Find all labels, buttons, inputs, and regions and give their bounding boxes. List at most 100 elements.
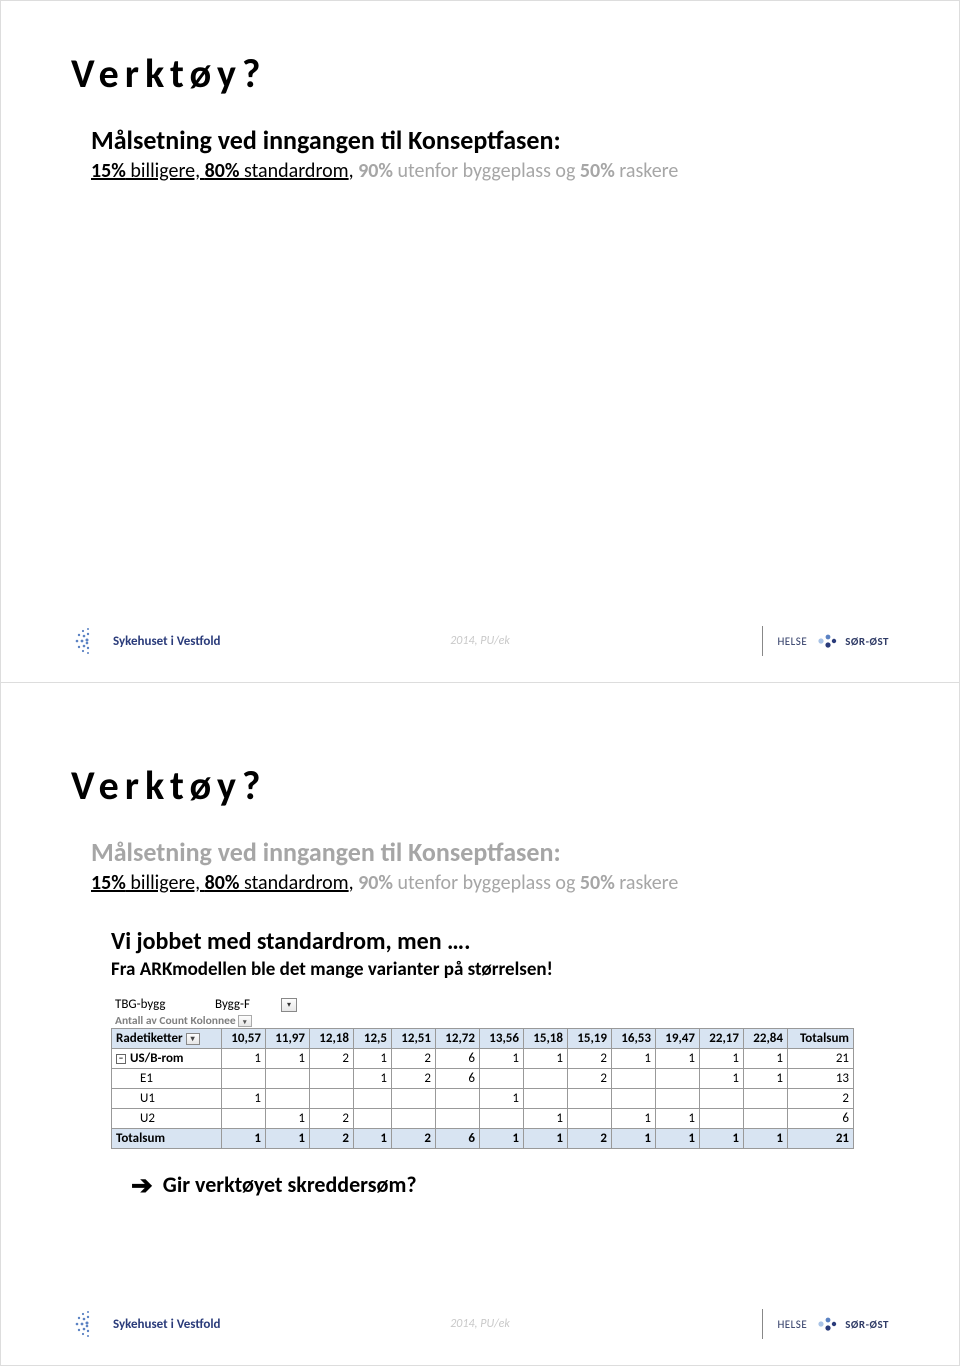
pivot-row-label: E1 bbox=[112, 1069, 222, 1089]
logo-helse: HELSE SØR-ØST bbox=[762, 626, 889, 656]
pivot-cell: 2 bbox=[392, 1069, 436, 1089]
logo-helse-icon bbox=[815, 1313, 837, 1335]
pivot-row-filter-icon[interactable]: ▾ bbox=[186, 1033, 200, 1045]
pivot-table-container: TBG-bygg Bygg-F ▾ Antall av Count Kolonn… bbox=[111, 995, 849, 1149]
pivot-cell: 21 bbox=[788, 1049, 854, 1069]
pivot-cell bbox=[266, 1069, 310, 1089]
pivot-total-cell: 1 bbox=[266, 1129, 310, 1149]
pivot-cell bbox=[392, 1089, 436, 1109]
logo-sykehuset: Sykehuset i Vestfold bbox=[71, 1307, 221, 1341]
slide1-title: Verktøy? bbox=[71, 49, 889, 98]
logo-sykehuset-icon bbox=[71, 1307, 105, 1341]
pivot-cell: 1 bbox=[612, 1109, 656, 1129]
pivot-total-cell: 1 bbox=[744, 1129, 788, 1149]
pivot-cell: 1 bbox=[354, 1069, 392, 1089]
pivot-filter-label: TBG-bygg bbox=[111, 995, 211, 1014]
pivot-col-total: Totalsum bbox=[788, 1029, 854, 1049]
pivot-cell bbox=[436, 1089, 480, 1109]
pivot-cell: 1 bbox=[480, 1089, 524, 1109]
goal-p4-pct: 50% bbox=[580, 159, 615, 183]
pivot-cell: 1 bbox=[700, 1069, 744, 1089]
pivot-cell: 1 bbox=[744, 1069, 788, 1089]
pivot-col-header: 22,17 bbox=[700, 1029, 744, 1049]
pivot-cell bbox=[354, 1109, 392, 1129]
pivot-cell bbox=[700, 1109, 744, 1129]
pivot-cell bbox=[612, 1089, 656, 1109]
slide1-subheading: Målsetning ved inngangen til Konseptfase… bbox=[91, 124, 889, 156]
goal-p3-pct: 90% bbox=[358, 159, 393, 183]
pivot-cell bbox=[656, 1069, 700, 1089]
pivot-total-cell: 1 bbox=[354, 1129, 392, 1149]
footer-center: 2014, PU/ek bbox=[450, 634, 510, 648]
logo-helse-text1: HELSE bbox=[777, 635, 807, 648]
pivot-cell: 1 bbox=[524, 1049, 568, 1069]
logo-sykehuset-text: Sykehuset i Vestfold bbox=[113, 1317, 221, 1332]
slide2-callout-text: Gir verktøyet skreddersøm? bbox=[163, 1171, 417, 1198]
pivot-total-cell: 1 bbox=[700, 1129, 744, 1149]
pivot-cell bbox=[568, 1109, 612, 1129]
logo-sykehuset: Sykehuset i Vestfold bbox=[71, 624, 221, 658]
pivot-row-label: U1 bbox=[112, 1089, 222, 1109]
pivot-cell: 1 bbox=[266, 1109, 310, 1129]
pivot-cell: 2 bbox=[568, 1069, 612, 1089]
pivot-total-cell: 1 bbox=[612, 1129, 656, 1149]
slide2-subheading: Målsetning ved inngangen til Konseptfase… bbox=[91, 836, 889, 868]
pivot-cell: 6 bbox=[436, 1069, 480, 1089]
pivot-col-header: 13,56 bbox=[480, 1029, 524, 1049]
pivot-cell: 1 bbox=[480, 1049, 524, 1069]
pivot-cell bbox=[310, 1069, 354, 1089]
pivot-row-header[interactable]: Radetiketter▾ bbox=[112, 1029, 222, 1049]
pivot-cell bbox=[436, 1109, 480, 1129]
slide1-footer: Sykehuset i Vestfold 2014, PU/ek HELSE S… bbox=[1, 624, 959, 658]
pivot-table: Radetiketter▾10,5711,9712,1812,512,5112,… bbox=[111, 1028, 854, 1149]
goal2-p1-pct: 15% bbox=[91, 871, 126, 895]
pivot-cell bbox=[656, 1089, 700, 1109]
pivot-col-header: 11,97 bbox=[266, 1029, 310, 1049]
pivot-cell: 1 bbox=[354, 1049, 392, 1069]
pivot-cell: 6 bbox=[436, 1049, 480, 1069]
pivot-cell bbox=[354, 1089, 392, 1109]
pivot-filter-dropdown-icon[interactable]: ▾ bbox=[281, 998, 297, 1012]
goal2-p3-txt: utenfor byggeplass og bbox=[393, 871, 580, 895]
pivot-cell bbox=[480, 1069, 524, 1089]
pivot-col-header: 12,72 bbox=[436, 1029, 480, 1049]
pivot-col-header: 12,51 bbox=[392, 1029, 436, 1049]
pivot-total-cell: 6 bbox=[436, 1129, 480, 1149]
goal2-p2-txt: standardrom bbox=[239, 871, 348, 895]
pivot-cell bbox=[700, 1089, 744, 1109]
pivot-col-header: 15,19 bbox=[568, 1029, 612, 1049]
pivot-cell: 2 bbox=[310, 1109, 354, 1129]
pivot-cell bbox=[524, 1069, 568, 1089]
goal2-p2-pct: 80% bbox=[205, 871, 240, 895]
pivot-cell: 2 bbox=[310, 1049, 354, 1069]
pivot-cell bbox=[744, 1089, 788, 1109]
logo-helse: HELSE SØR-ØST bbox=[762, 1309, 889, 1339]
pivot-column-dropdown-icon[interactable]: ▾ bbox=[238, 1015, 252, 1027]
pivot-col-header: 19,47 bbox=[656, 1029, 700, 1049]
pivot-cell bbox=[392, 1109, 436, 1129]
pivot-col-header: 15,18 bbox=[524, 1029, 568, 1049]
pivot-cell bbox=[480, 1109, 524, 1129]
pivot-cell bbox=[222, 1069, 266, 1089]
goal2-p4-pct: 50% bbox=[580, 871, 615, 895]
slide2-line2: Fra ARKmodellen ble det mange varianter … bbox=[111, 958, 889, 981]
pivot-count-label-row: Antall av Count Kolonnee ▾ bbox=[111, 1014, 849, 1028]
goal-p2-txt: standardrom bbox=[239, 159, 348, 183]
pivot-cell: 2 bbox=[392, 1049, 436, 1069]
pivot-cell: 1 bbox=[222, 1089, 266, 1109]
slide2-title: Verktøy? bbox=[71, 761, 889, 810]
pivot-cell: 2 bbox=[788, 1089, 854, 1109]
pivot-row-label[interactable]: −US/B-rom bbox=[112, 1049, 222, 1069]
pivot-cell: 1 bbox=[524, 1109, 568, 1129]
goal-p3-txt: utenfor byggeplass og bbox=[393, 159, 580, 183]
slide-1: Verktøy? Målsetning ved inngangen til Ko… bbox=[0, 0, 960, 683]
collapse-icon[interactable]: − bbox=[116, 1054, 126, 1064]
pivot-total-cell: 1 bbox=[524, 1129, 568, 1149]
pivot-col-header: 12,18 bbox=[310, 1029, 354, 1049]
pivot-cell bbox=[222, 1109, 266, 1129]
pivot-col-header: 10,57 bbox=[222, 1029, 266, 1049]
pivot-cell bbox=[524, 1089, 568, 1109]
slide2-footer: Sykehuset i Vestfold 2014, PU/ek HELSE S… bbox=[1, 1307, 959, 1341]
pivot-cell bbox=[266, 1089, 310, 1109]
pivot-cell: 1 bbox=[222, 1049, 266, 1069]
